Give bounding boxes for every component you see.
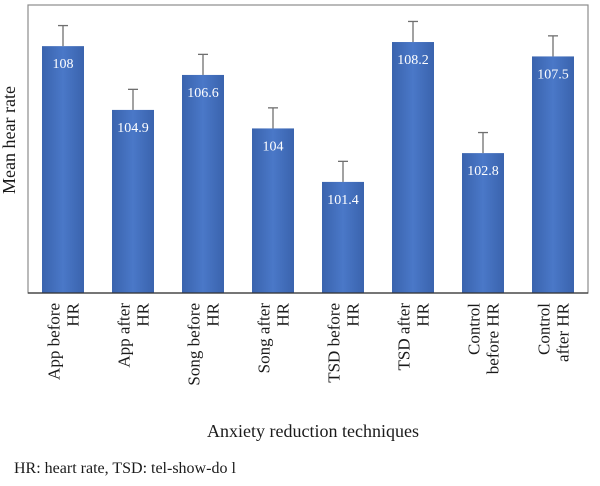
x-tick-line: after HR — [554, 302, 573, 362]
x-tick-line: App before — [45, 303, 64, 380]
value-label-4: 104 — [263, 139, 284, 154]
bar-3 — [182, 74, 224, 293]
x-tick-label-6: TSD after HR — [395, 302, 433, 370]
bar-8 — [532, 56, 574, 293]
bar-4 — [252, 128, 294, 293]
x-tick-label-4: Song after HR — [255, 302, 293, 373]
value-label-8: 107.5 — [537, 67, 569, 82]
value-label-5: 101.4 — [327, 193, 359, 208]
x-tick-line: Song after — [255, 303, 274, 374]
x-tick-line: Control — [535, 303, 554, 355]
x-axis-title: Anxiety reduction techniques — [207, 421, 419, 441]
x-tick-line: HR — [274, 302, 293, 326]
x-tick-label-5: TSD before HR — [325, 302, 363, 382]
x-tick-label-2: App after HR — [115, 302, 153, 367]
bar-5 — [322, 181, 364, 293]
value-label-3: 106.6 — [187, 86, 219, 101]
bar-2 — [112, 109, 154, 294]
x-tick-line: Control — [465, 303, 484, 355]
x-tick-line: HR — [204, 302, 223, 326]
value-label-7: 102.8 — [467, 164, 499, 179]
value-label-1: 108 — [53, 57, 74, 72]
x-tick-label-3: Song before HR — [185, 302, 223, 385]
value-labels-group: 108 104.9 106.6 104 101.4 108.2 102.8 107.5 — [53, 53, 569, 208]
x-tick-line: TSD after — [395, 303, 414, 371]
value-label-2: 104.9 — [117, 121, 149, 136]
y-axis-title: Mean hear rate — [0, 86, 19, 194]
value-label-6: 108.2 — [397, 53, 429, 68]
x-tick-line: TSD before — [325, 303, 344, 383]
x-tick-line: HR — [344, 302, 363, 326]
x-tick-line: HR — [134, 302, 153, 326]
x-tick-line: HR — [414, 302, 433, 326]
bars-group — [42, 42, 574, 294]
error-bars-group — [58, 20, 558, 182]
bar-1 — [42, 46, 84, 294]
x-tick-line: HR — [64, 302, 83, 326]
x-tick-label-7: Control before HR — [465, 302, 503, 374]
bar-7 — [462, 153, 504, 293]
x-tick-labels-group: App before HR App after HR Song before HR Song… — [45, 302, 573, 385]
footnote: HR: heart rate, TSD: tel-show-do l — [14, 460, 236, 477]
x-tick-line: before HR — [484, 302, 503, 374]
x-tick-line: Song before — [185, 303, 204, 386]
x-tick-line: App after — [115, 303, 134, 368]
bar-6 — [392, 42, 434, 294]
x-tick-label-1: App before HR — [45, 302, 83, 380]
x-tick-label-8: Control after HR — [535, 302, 573, 362]
